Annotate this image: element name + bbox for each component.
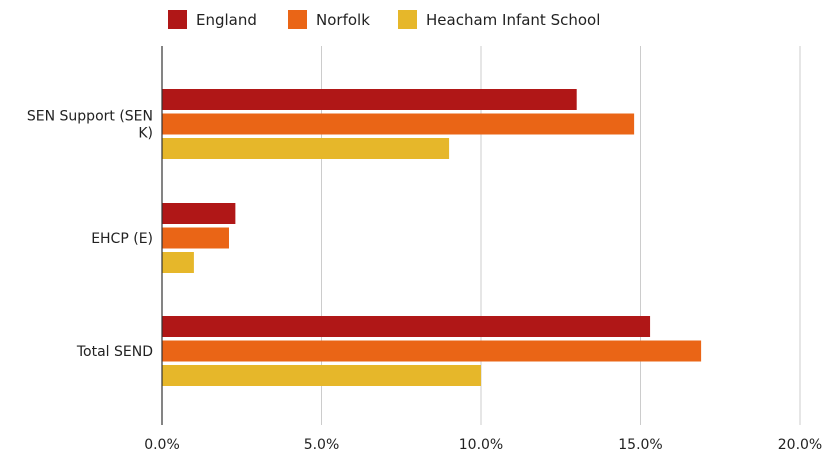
category-label: SEN Support (SEN: [27, 109, 153, 125]
x-tick-label: 5.0%: [304, 437, 340, 453]
category-label: EHCP (E): [91, 231, 153, 247]
legend-swatch: [288, 10, 307, 29]
bar-england: [162, 89, 577, 110]
legend-label: Heacham Infant School: [426, 11, 600, 29]
x-tick-label: 0.0%: [144, 437, 180, 453]
legend-label: Norfolk: [316, 11, 370, 29]
category-label: K): [138, 126, 153, 142]
category-label: Total SEND: [76, 344, 153, 360]
bar-heacham-infant-school: [162, 252, 194, 273]
bar-england: [162, 203, 236, 224]
bar-norfolk: [162, 113, 635, 135]
x-tick-label: 10.0%: [459, 437, 503, 453]
bar-heacham-infant-school: [162, 138, 450, 159]
x-tick-label: 15.0%: [618, 437, 662, 453]
bar-norfolk: [162, 227, 229, 249]
legend-swatch: [398, 10, 417, 29]
legend-label: England: [196, 11, 257, 29]
x-tick-label: 20.0%: [778, 437, 822, 453]
bar-england: [162, 316, 651, 337]
legend-swatch: [168, 10, 187, 29]
bar-norfolk: [162, 340, 702, 362]
bar-heacham-infant-school: [162, 365, 481, 386]
